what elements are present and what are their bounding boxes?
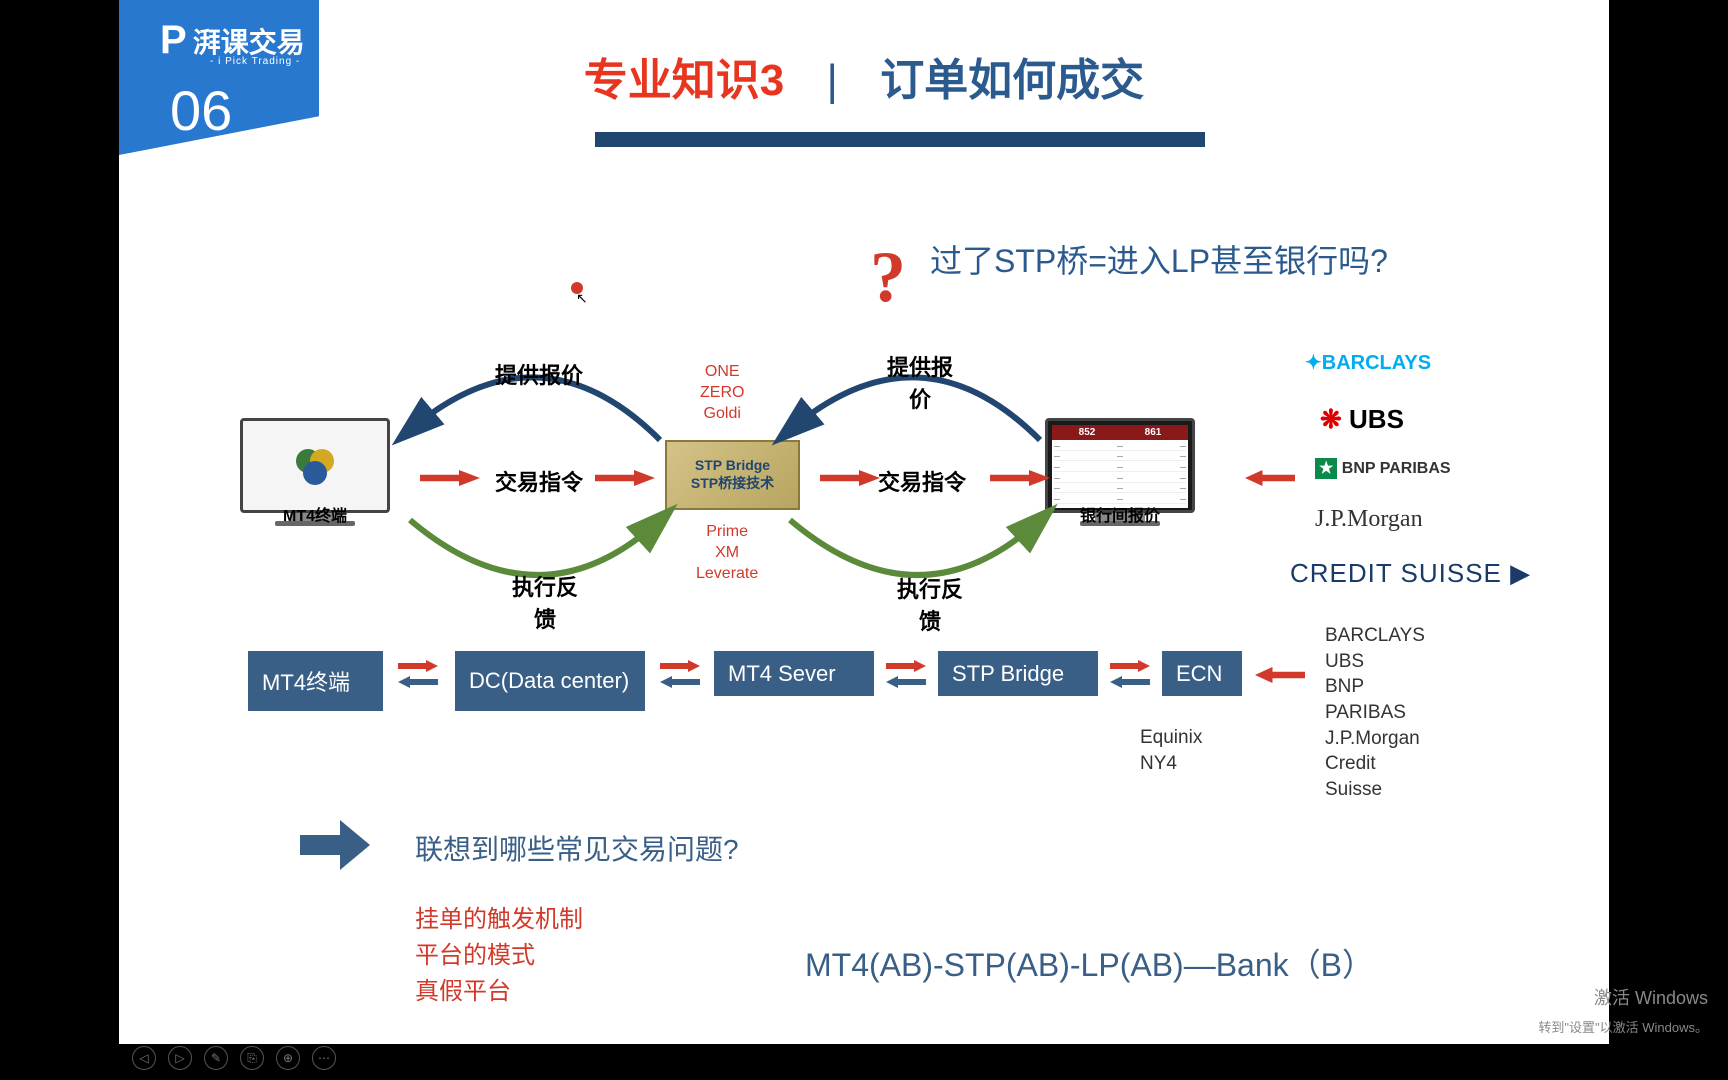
order-label-2: 交易指令 — [878, 465, 966, 497]
barclays-logo: ✦BARCLAYS — [1305, 350, 1431, 375]
price-1: 852 — [1079, 427, 1096, 438]
barclays-text: BARCLAYS — [1322, 352, 1431, 374]
equinix-label: Equinix NY4 — [1140, 725, 1202, 776]
stp-bridge-box: STP Bridge STP桥接技术 — [665, 440, 800, 510]
windows-watermark: 激活 Windows — [1594, 984, 1708, 1010]
windows-watermark-sub: 转到"设置"以激活 Windows。 — [1538, 1017, 1708, 1036]
stp-line2: STP桥接技术 — [691, 473, 774, 493]
feedback-label-1: 执行反馈 — [505, 570, 585, 634]
tech-lower: Prime XM Leverate — [696, 522, 758, 584]
title-right: 订单如何成交 — [880, 56, 1144, 105]
interbank-label: 银行间报价 — [1045, 502, 1195, 526]
cursor-icon: ↖ — [576, 290, 588, 307]
order-label-1: 交易指令 — [495, 465, 583, 497]
cs-logo: CREDIT SUISSE ▶ — [1290, 558, 1531, 589]
bank-text-list: BARCLAYS UBS BNP PARIBAS J.P.Morgan Cred… — [1325, 623, 1425, 802]
flow-b3-label: MT4 Sever — [728, 661, 836, 687]
pen-button[interactable]: ✎ — [204, 1046, 228, 1070]
flow-box-dc: DC(Data center) — [455, 651, 645, 711]
quote-label-2: 提供报价 — [880, 350, 960, 414]
question-mark-icon: ? — [870, 236, 906, 319]
prev-button[interactable]: ◁ — [132, 1046, 156, 1070]
interbank-terminal: 852 861 ——— ——— ——— ——— ——— ——— 银行间报价 — [1045, 418, 1195, 528]
quote-label-1: 提供报价 — [495, 358, 583, 390]
price-screen-icon: 852 861 ——— ——— ——— ——— ——— ——— — [1045, 418, 1195, 513]
bnp-text: BNP PARIBAS — [1342, 460, 1451, 477]
mt4-logo-icon — [290, 441, 340, 491]
ubs-text: UBS — [1349, 404, 1404, 434]
flow-b4-label: STP Bridge — [952, 661, 1064, 687]
next-button[interactable]: ▷ — [168, 1046, 192, 1070]
flow-arrows-1 — [398, 660, 438, 688]
slide-title: 专业知识3 | 订单如何成交 — [0, 44, 1728, 108]
flow-b1-label: MT4终端 — [262, 665, 350, 697]
flow-b2-label: DC(Data center) — [469, 668, 629, 694]
bnp-logo: ★ BNP PARIBAS — [1315, 458, 1451, 478]
question-text: 过了STP桥=进入LP甚至银行吗? — [930, 236, 1388, 282]
issues-list: 挂单的触发机制 平台的模式 真假平台 — [415, 902, 583, 1010]
zoom-button[interactable]: ⊕ — [276, 1046, 300, 1070]
cs-text: CREDIT SUISSE — [1290, 558, 1502, 588]
flow-arrows-4 — [1110, 660, 1150, 688]
flow-box-ecn: ECN — [1162, 651, 1242, 696]
more-button[interactable]: ⋯ — [312, 1046, 336, 1070]
big-arrow-icon — [300, 820, 370, 870]
thinking-question: 联想到哪些常见交易问题? — [415, 828, 739, 868]
title-divider: | — [827, 56, 838, 105]
tech-upper: ONE ZERO Goldi — [700, 362, 744, 424]
flow-box-stp: STP Bridge — [938, 651, 1098, 696]
ubs-logo: ❋ UBS — [1320, 404, 1404, 435]
copy-button[interactable]: ⎘ — [240, 1046, 264, 1070]
title-left: 专业知识3 — [584, 56, 784, 105]
flow-b5-label: ECN — [1176, 661, 1222, 687]
jpm-logo: J.P.Morgan — [1315, 506, 1423, 533]
player-controls: ◁ ▷ ✎ ⎘ ⊕ ⋯ — [132, 1046, 336, 1070]
title-underline — [595, 132, 1205, 147]
formula-text: MT4(AB)-STP(AB)-LP(AB)—Bank（B） — [805, 940, 1374, 986]
stp-line1: STP Bridge — [695, 457, 770, 473]
price-2: 861 — [1145, 427, 1162, 438]
mt4-label: MT4终端 — [240, 502, 390, 526]
mt4-terminal: MT4终端 — [240, 418, 390, 528]
flow-box-server: MT4 Sever — [714, 651, 874, 696]
flow-arrows-2 — [660, 660, 700, 688]
flow-arrows-3 — [886, 660, 926, 688]
flow-box-mt4: MT4终端 — [248, 651, 383, 711]
feedback-label-2: 执行反馈 — [890, 572, 970, 636]
monitor-icon — [240, 418, 390, 513]
